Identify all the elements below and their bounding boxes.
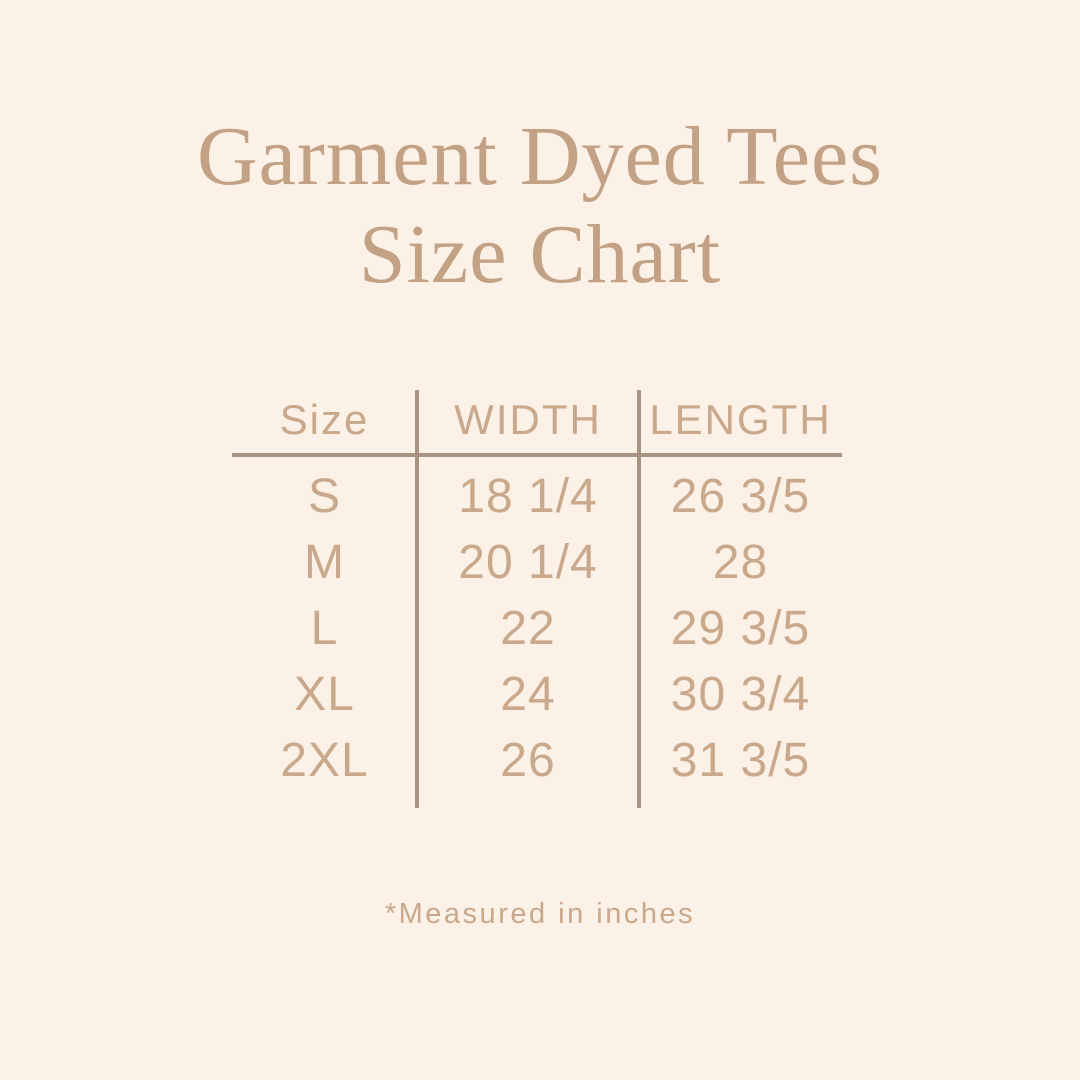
cell-width: 18 1/4 [458, 469, 598, 523]
cell-size: M [304, 535, 345, 589]
column-divider-1 [415, 390, 419, 808]
table-row: XL 24 30 3/4 [232, 661, 842, 727]
cell-length: 29 3/5 [670, 601, 811, 655]
cell-width: 20 1/4 [458, 535, 598, 589]
cell-size: 2XL [280, 733, 369, 787]
page-title: Garment Dyed Tees Size Chart [0, 108, 1080, 305]
table-row: L 22 29 3/5 [232, 595, 842, 661]
cell-size: L [310, 601, 339, 655]
cell-size: S [307, 469, 341, 523]
table-row: S 18 1/4 26 3/5 [232, 463, 842, 529]
cell-length: 26 3/5 [670, 469, 811, 523]
header-size: Size [279, 396, 370, 443]
cell-width: 26 [500, 733, 556, 787]
table-header-row: Size WIDTH LENGTH [232, 390, 842, 450]
cell-width: 22 [500, 601, 556, 655]
cell-size: XL [294, 667, 355, 721]
header-length: LENGTH [649, 396, 832, 443]
cell-length: 28 [712, 535, 769, 589]
cell-width: 24 [500, 667, 556, 721]
size-chart-table: Size WIDTH LENGTH S 18 1/4 26 3/5 M 20 1… [232, 390, 842, 810]
title-line-2: Size Chart [358, 208, 722, 302]
cell-length: 31 3/5 [670, 733, 811, 787]
table-row: 2XL 26 31 3/5 [232, 727, 842, 793]
table-row: M 20 1/4 28 [232, 529, 842, 595]
cell-length: 30 3/4 [670, 667, 811, 721]
title-line-1: Garment Dyed Tees [196, 110, 883, 203]
header-rule [232, 453, 842, 457]
footnote: *Measured in inches [384, 898, 696, 930]
column-divider-2 [637, 390, 641, 808]
header-width: WIDTH [454, 396, 602, 443]
